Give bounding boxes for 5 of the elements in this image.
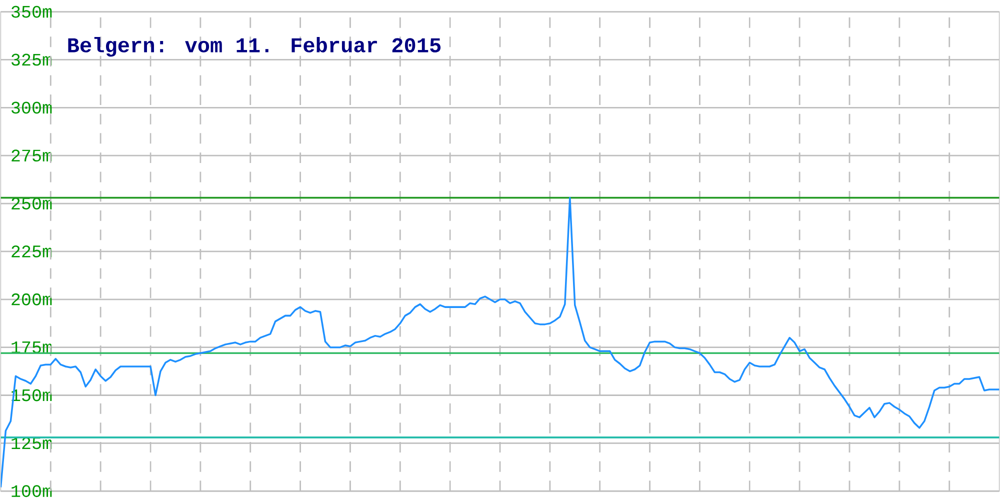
y-tick-label: 100m <box>12 485 52 498</box>
y-tick-label: 350m <box>12 6 52 18</box>
text: Belgern: vom 11. Februar 2015 <box>68 36 441 57</box>
y-tick-label: 200m <box>12 293 52 306</box>
y-tick-label: 300m <box>12 102 52 114</box>
